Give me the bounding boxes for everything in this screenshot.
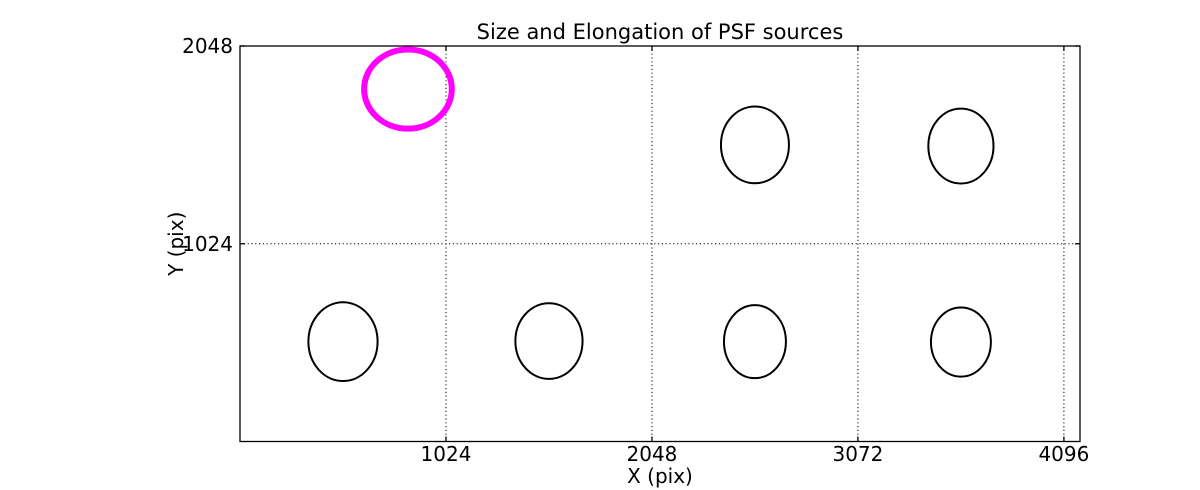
- x-tick-label: 1024: [421, 442, 472, 466]
- y-tick-label: 1024: [182, 232, 233, 256]
- x-axis-label: X (pix): [627, 464, 693, 488]
- psf-source-ellipse: [719, 105, 790, 185]
- psf-source-ellipse: [929, 306, 992, 378]
- psf-source-ellipse-highlighted: [361, 46, 455, 132]
- psf-source-ellipse: [722, 304, 787, 380]
- psf-source-ellipse: [514, 302, 584, 380]
- x-tick-label: 4096: [1038, 442, 1089, 466]
- x-tick-label: 3072: [832, 442, 883, 466]
- y-tick-label: 2048: [182, 34, 233, 58]
- psf-source-ellipse: [927, 107, 995, 185]
- chart-title: Size and Elongation of PSF sources: [477, 20, 844, 44]
- psf-source-ellipse: [307, 301, 379, 383]
- x-tick-label: 2048: [627, 442, 678, 466]
- y-axis-label: Y (pix): [164, 212, 188, 277]
